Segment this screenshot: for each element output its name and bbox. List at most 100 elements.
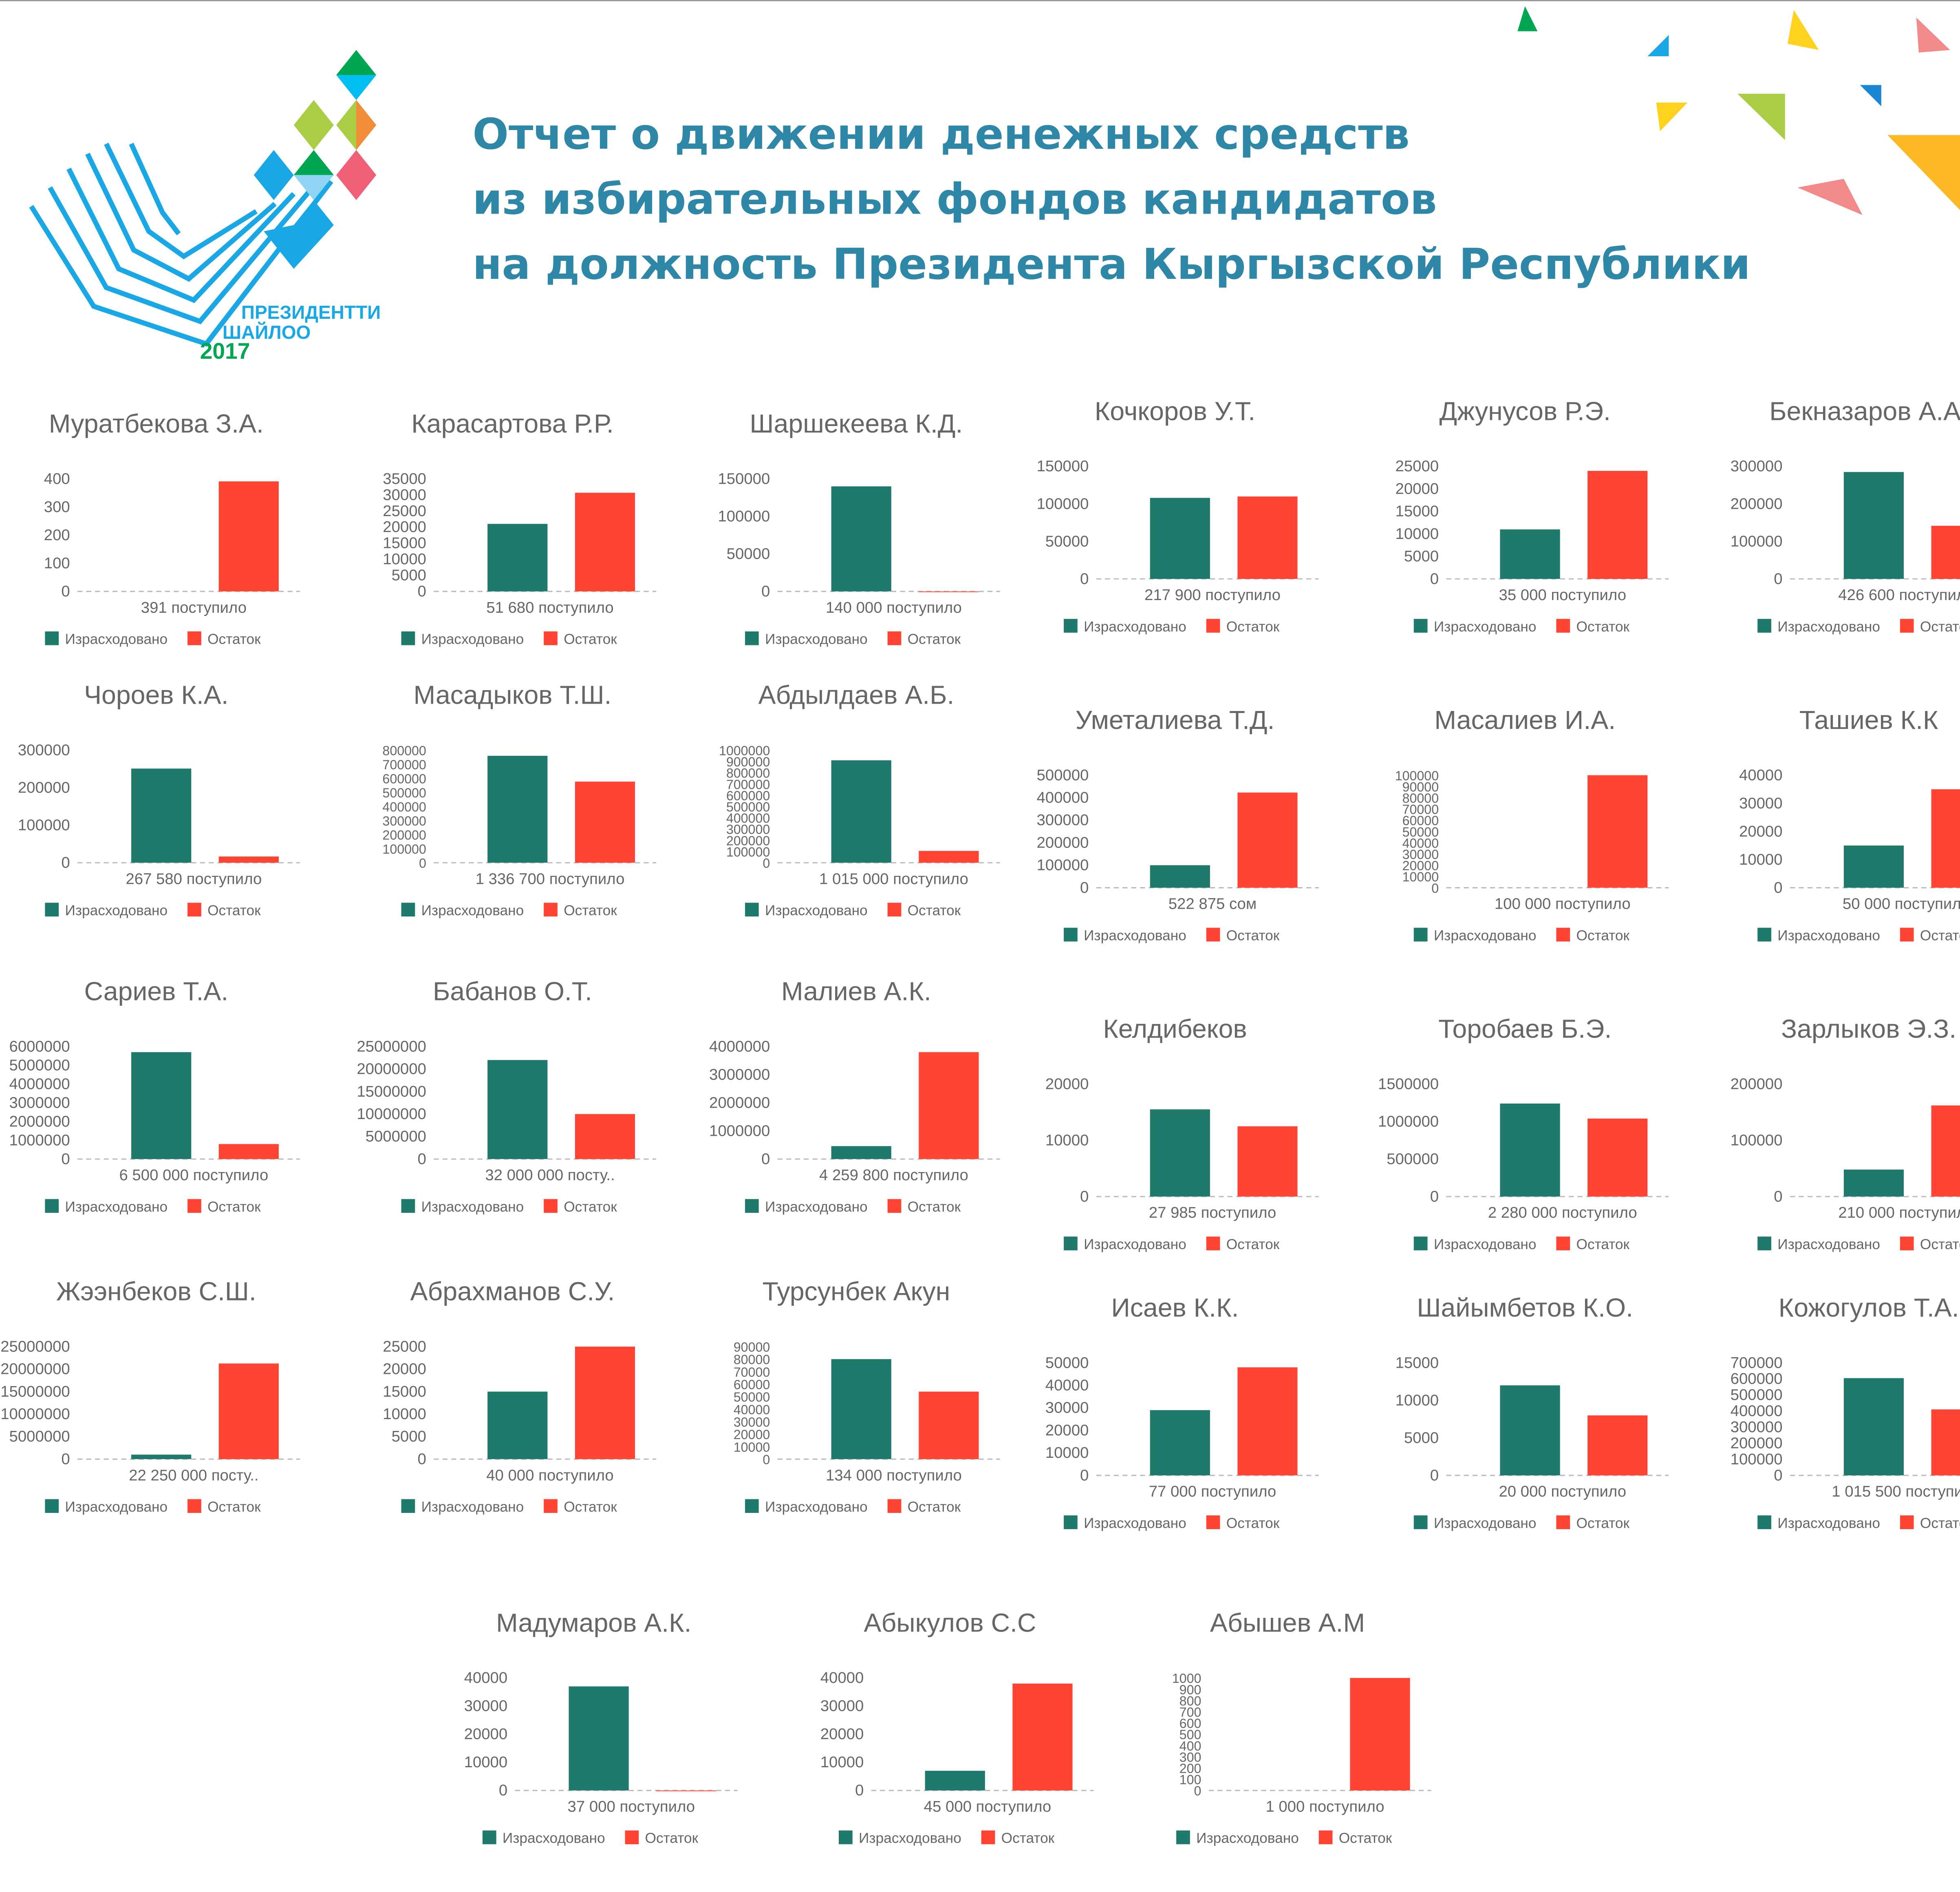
bar-spent bbox=[831, 1146, 891, 1159]
chart-svg: 0 10000 20000 27 985 поступило Израсходовано… bbox=[1045, 1075, 1319, 1252]
y-tick-label: 600 bbox=[1180, 1716, 1202, 1731]
y-tick-label: 10000 bbox=[1045, 1131, 1089, 1149]
y-tick-label: 20000 bbox=[820, 1725, 864, 1743]
y-tick-label: 0 bbox=[1774, 570, 1782, 587]
y-tick-label: 2000000 bbox=[9, 1113, 70, 1130]
y-tick-label: 70000 bbox=[1402, 802, 1439, 817]
y-tick-label: 30000 bbox=[820, 1697, 864, 1715]
y-tick-label: 1000000 bbox=[9, 1131, 70, 1149]
y-tick-label: 1000000 bbox=[709, 1122, 770, 1139]
candidate-chart: Джунусов Р.Э. 0 5000 10000 15000 20000 25000 35… bbox=[1369, 397, 1693, 647]
y-tick-label: 10000 bbox=[383, 1405, 426, 1423]
chart-title: Кочкоров У.Т. bbox=[1094, 397, 1256, 426]
y-tick-label: 800000 bbox=[726, 766, 770, 781]
legend-label-spent: Израсходовано bbox=[765, 1499, 868, 1515]
y-tick-label: 30000 bbox=[734, 1415, 770, 1429]
title-line: на должность Президента Кыргызской Респу… bbox=[472, 240, 1751, 290]
chart-title: Сариев Т.А. bbox=[84, 978, 229, 1007]
y-tick-label: 20000 bbox=[383, 1360, 426, 1378]
y-tick-label: 900000 bbox=[726, 755, 770, 769]
y-tick-label: 150000 bbox=[718, 470, 770, 488]
legend-label-remaining: Остаток bbox=[564, 1199, 617, 1215]
x-axis-label: 51 680 поступило bbox=[486, 599, 614, 616]
y-tick-label: 600000 bbox=[1731, 1370, 1783, 1388]
chart-svg: 0 5000 10000 15000 20000 25000 35 000 поступил… bbox=[1396, 457, 1669, 635]
y-tick-label: 10000000 bbox=[357, 1105, 426, 1123]
y-tick-label: 35000 bbox=[383, 470, 426, 488]
chart-title: Муратбекова З.А. bbox=[49, 410, 264, 439]
y-tick-label: 40000 bbox=[820, 1669, 864, 1687]
x-axis-label: 45 000 поступило bbox=[924, 1798, 1052, 1815]
y-tick-label: 10000 bbox=[1396, 525, 1439, 543]
y-tick-label: 50000 bbox=[734, 1390, 770, 1404]
legend-swatch-remaining bbox=[544, 903, 558, 917]
legend-label-remaining: Остаток bbox=[1576, 619, 1629, 635]
legend-label-spent: Израсходовано bbox=[765, 631, 868, 647]
chart-svg: 0 1000000 2000000 3000000 4000000 4 259 800 п… bbox=[709, 1038, 1000, 1215]
logo-year: 2017 bbox=[200, 338, 250, 364]
y-tick-label: 40000 bbox=[734, 1402, 770, 1417]
y-tick-label: 100000 bbox=[18, 816, 70, 834]
legend-swatch-spent bbox=[745, 903, 759, 917]
y-tick-label: 50000 bbox=[727, 545, 770, 563]
y-tick-label: 0 bbox=[61, 854, 70, 871]
legend-swatch-spent bbox=[1757, 1515, 1771, 1529]
y-tick-label: 15000 bbox=[383, 1383, 426, 1400]
y-tick-label: 60000 bbox=[1402, 813, 1439, 828]
triangle-icon bbox=[1860, 85, 1881, 106]
bar-spent bbox=[1500, 1103, 1560, 1197]
triangle-icon bbox=[1737, 94, 1785, 140]
triangle-icon bbox=[1787, 10, 1819, 50]
y-tick-label: 200000 bbox=[726, 833, 770, 848]
y-tick-label: 300000 bbox=[382, 814, 426, 828]
legend-swatch-spent bbox=[1064, 619, 1078, 633]
y-tick-label: 60000 bbox=[734, 1377, 770, 1392]
triangle-icon bbox=[1656, 102, 1688, 132]
y-tick-label: 50000 bbox=[1045, 532, 1089, 550]
legend-label-remaining: Остаток bbox=[564, 1499, 617, 1515]
y-tick-label: 15000000 bbox=[357, 1083, 426, 1100]
y-tick-label: 10000 bbox=[464, 1753, 508, 1771]
y-tick-label: 100000 bbox=[382, 842, 426, 857]
y-tick-label: 1500000 bbox=[1378, 1075, 1439, 1093]
bar-remaining bbox=[575, 1347, 635, 1459]
legend-label-remaining: Остаток bbox=[207, 631, 261, 647]
chart-svg: 0100002000030000400005000060000700008000… bbox=[1395, 768, 1669, 943]
bar-remaining bbox=[1237, 1126, 1298, 1197]
candidate-chart: Кожогулов Т.А. 0 100000 200000 300000 400000 5… bbox=[1713, 1294, 1960, 1544]
y-tick-label: 0 bbox=[1431, 881, 1439, 896]
legend-label-spent: Израсходовано bbox=[1434, 927, 1537, 943]
legend-label-remaining: Остаток bbox=[1001, 1830, 1055, 1846]
chart-title: Исаев К.К. bbox=[1111, 1294, 1239, 1323]
legend-swatch-spent bbox=[1413, 619, 1428, 633]
candidate-chart: Сариев Т.А. 0 1000000 2000000 3000000 4000000… bbox=[0, 978, 325, 1227]
legend-label-spent: Израсходовано bbox=[65, 903, 168, 918]
bar-remaining bbox=[1931, 789, 1960, 888]
y-tick-label: 500000 bbox=[1731, 1386, 1783, 1404]
y-tick-label: 400000 bbox=[1731, 1402, 1783, 1420]
y-tick-label: 90000 bbox=[734, 1340, 770, 1354]
y-tick-label: 0 bbox=[1430, 1466, 1439, 1484]
y-tick-label: 20000 bbox=[1739, 823, 1783, 840]
bar-remaining bbox=[1587, 775, 1648, 888]
y-tick-label: 100 bbox=[44, 554, 70, 572]
chart-svg: 0100000200000300000400000500000600000700… bbox=[719, 743, 1000, 918]
legend-label-remaining: Остаток bbox=[1226, 1515, 1280, 1531]
legend-label-spent: Израсходовано bbox=[421, 903, 524, 918]
candidate-chart: Масадыков Т.Ш. 0 100000 200000 300000 400000 5… bbox=[356, 682, 681, 932]
y-tick-label: 900 bbox=[1180, 1682, 1202, 1697]
legend-swatch-remaining bbox=[544, 631, 558, 645]
y-tick-label: 400000 bbox=[382, 799, 426, 814]
y-tick-label: 1000000 bbox=[1378, 1113, 1439, 1130]
x-axis-label: 50 000 поступило bbox=[1843, 895, 1960, 913]
legend-label-spent: Израсходовано bbox=[765, 903, 868, 918]
diamond-mosaic-icon bbox=[254, 50, 377, 269]
x-axis-label: 100 000 поступило bbox=[1495, 895, 1631, 913]
y-tick-label: 80000 bbox=[734, 1352, 770, 1367]
chart-title: Зарлыков Э.З. bbox=[1781, 1015, 1957, 1044]
y-tick-label: 200000 bbox=[18, 779, 70, 796]
legend-label-remaining: Остаток bbox=[207, 1499, 261, 1515]
y-tick-label: 400 bbox=[44, 470, 70, 488]
chart-title: Масадыков Т.Ш. bbox=[413, 681, 612, 711]
bar-spent bbox=[1500, 1385, 1560, 1476]
